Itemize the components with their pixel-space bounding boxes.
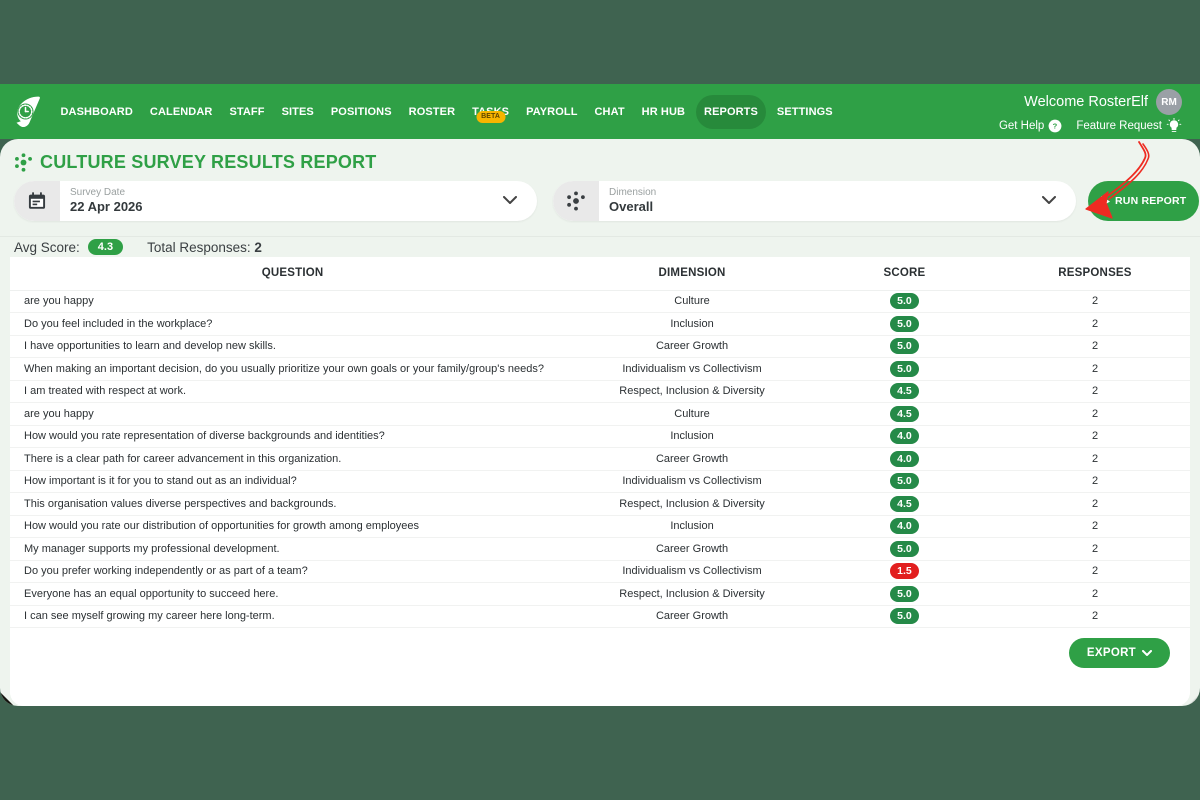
svg-text:?: ? <box>1053 122 1058 131</box>
